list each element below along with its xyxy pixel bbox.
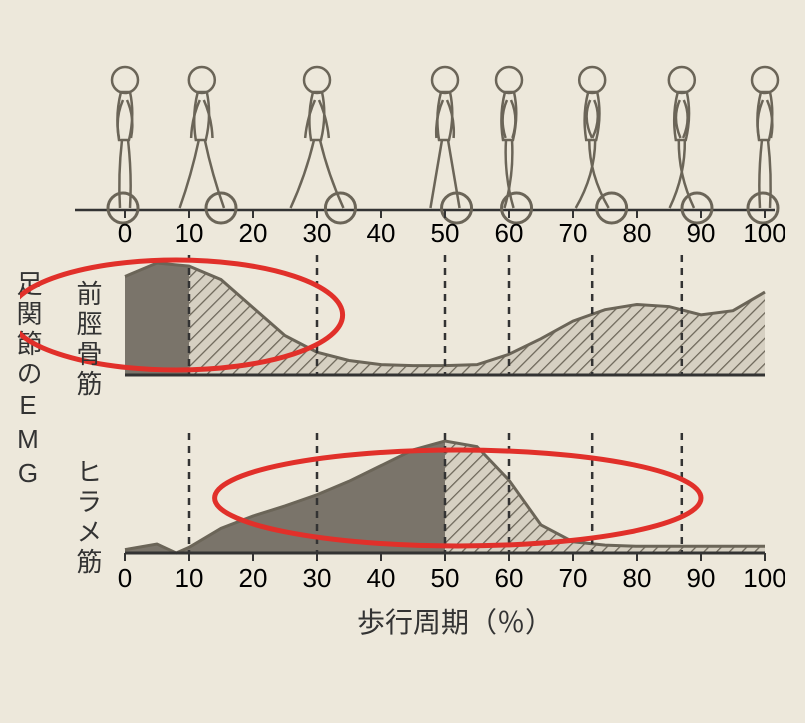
chart-area: 0102030405060708090100足関節のEMG前脛骨筋0102030…: [20, 20, 785, 593]
tick-label: 60: [495, 218, 524, 248]
walker-figure: [430, 67, 471, 223]
tick-label: 90: [687, 218, 716, 248]
tick-label: 60: [495, 563, 524, 593]
tick-label: 10: [175, 218, 204, 248]
walker-figure: [180, 67, 236, 223]
gait-figures: 0 10 20 30 40 50 60 70 80 90 100: [20, 20, 785, 250]
tick-label: 100: [743, 218, 785, 248]
tick-label: 80: [623, 563, 652, 593]
series-label: ヒラメ筋: [70, 458, 107, 578]
tick-label: 20: [239, 563, 268, 593]
tick-label: 70: [559, 563, 588, 593]
tick-label: 0: [118, 218, 132, 248]
tick-label: 50: [431, 218, 460, 248]
tick-label: 40: [367, 218, 396, 248]
walker-figure: [576, 67, 627, 223]
walker-figure: [496, 67, 532, 223]
series-label: 前脛骨筋: [70, 280, 107, 400]
tick-label: 20: [239, 218, 268, 248]
walker-figure: [748, 67, 778, 223]
walker-figure: [669, 67, 712, 223]
tick-label: 0: [118, 563, 132, 593]
tick-label: 30: [303, 563, 332, 593]
tick-label: 80: [623, 218, 652, 248]
tick-label: 50: [431, 563, 460, 593]
tick-label: 70: [559, 218, 588, 248]
emg-chart-前脛骨筋: [20, 255, 785, 415]
tick-label: 100: [743, 563, 785, 593]
walker-figure: [291, 67, 356, 223]
tick-label: 90: [687, 563, 716, 593]
tick-label: 30: [303, 218, 332, 248]
emg-chart-ヒラメ筋: 0 10 20 30 40 50 60 70 80 90 100: [20, 433, 785, 593]
x-axis-label: 歩行周期（％）: [20, 601, 785, 641]
tick-label: 10: [175, 563, 204, 593]
walker-figure: [108, 67, 138, 223]
chart-container: 0102030405060708090100足関節のEMG前脛骨筋0102030…: [20, 20, 785, 641]
tick-label: 40: [367, 563, 396, 593]
